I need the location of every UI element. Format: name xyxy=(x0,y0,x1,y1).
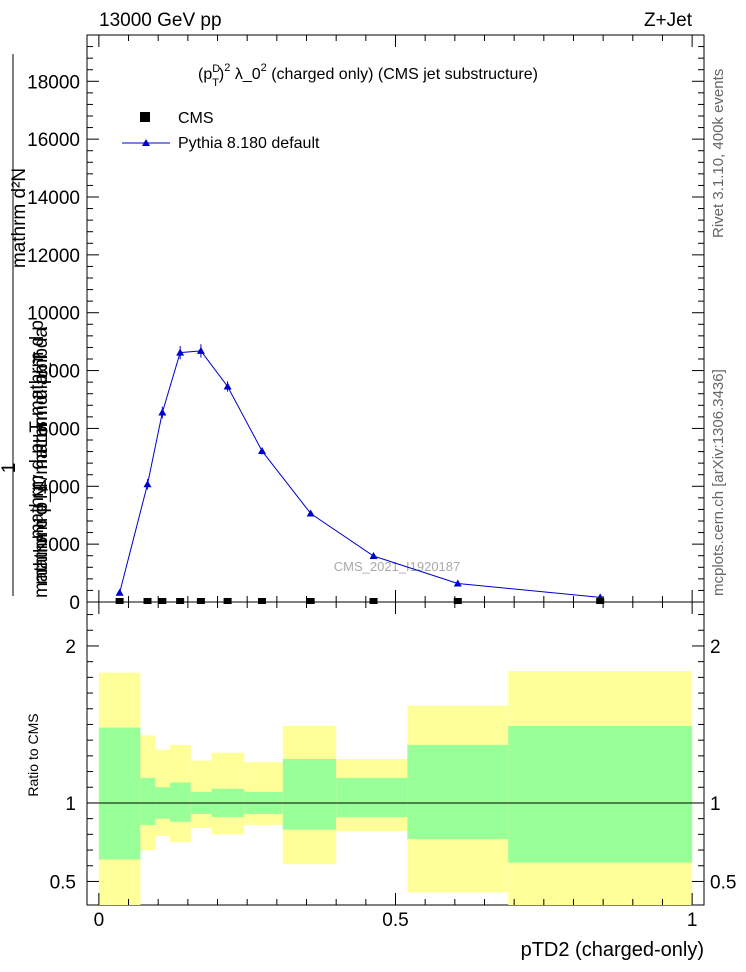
main-y-tick-label: 12000 xyxy=(27,246,80,267)
ylabel-one: 1 xyxy=(0,463,20,474)
ratio-inner-band xyxy=(336,777,408,818)
ratio-y-tick-label: 2 xyxy=(65,637,76,658)
ylabel-numerator-sub: mathrm d p_T mathrm d lambda xyxy=(31,327,52,598)
main-y-tick-label: 10000 xyxy=(27,304,80,325)
main-y-tick-label: 18000 xyxy=(27,72,80,93)
main-y-axis-label: mathrm d p_T mathrm d lambda mathrm d p_… xyxy=(0,54,52,598)
ratio-y-axis-label: Ratio to CMS xyxy=(25,713,41,796)
legend-mc-label: Pythia 8.180 default xyxy=(178,135,320,152)
energy-label: 13000 GeV pp xyxy=(99,10,222,31)
rivet-label: Rivet 3.1.10, 400k events xyxy=(710,69,727,238)
main-y-tick-label: 6000 xyxy=(38,419,80,440)
main-y-tick-label: 4000 xyxy=(38,477,80,498)
ratio-inner-band xyxy=(282,758,337,830)
ratio-ticks: 0.5 0.5 1 1 2 2 0 0.5 1 xyxy=(50,602,736,931)
ratio-inner-band xyxy=(407,744,509,840)
mc-point xyxy=(453,579,462,587)
mc-point xyxy=(306,509,315,517)
ratio-y-tick-label-right: 0.5 xyxy=(710,872,736,893)
mc-point xyxy=(258,446,267,454)
x-tick-label: 0 xyxy=(94,910,105,931)
ratio-y-tick-label: 1 xyxy=(65,794,76,815)
main-y-tick-label: 14000 xyxy=(27,188,80,209)
mc-point xyxy=(223,382,232,390)
ratio-inner-band xyxy=(508,726,693,863)
ratio-inner-band xyxy=(98,727,141,860)
legend-cms-marker xyxy=(140,112,150,122)
main-y-tick-label: 0 xyxy=(69,593,80,614)
ylabel-numerator: mathrm d²N xyxy=(9,168,30,268)
main-y-tick-label: 2000 xyxy=(38,535,80,556)
mc-point xyxy=(176,348,185,356)
main-y-tick-label: 16000 xyxy=(27,130,80,151)
ratio-y-tick-label: 0.5 xyxy=(50,872,76,893)
mc-point xyxy=(158,408,167,416)
cms-point xyxy=(176,598,185,604)
mc-point xyxy=(196,346,205,354)
ylabel-denominator-sub: mathrm d p_T mathrm d p xyxy=(27,320,48,539)
ratio-inner-band xyxy=(140,777,156,825)
mc-point xyxy=(143,480,152,488)
ratio-y-tick-label-right: 1 xyxy=(710,794,721,815)
legend-cms-label: CMS xyxy=(178,110,214,127)
main-series xyxy=(115,344,605,604)
cms-point xyxy=(115,598,124,604)
main-y-tick-label: 8000 xyxy=(38,362,80,383)
cms-point xyxy=(158,598,167,604)
x-tick-label: 1 xyxy=(687,910,698,931)
plot-title: (pD T)2 λ_02 (charged only) (CMS jet subs… xyxy=(198,62,538,89)
main-y-ticks: 0 2000 4000 6000 8000 10000 12000 14000 16000 180… xyxy=(27,34,704,614)
cms-point xyxy=(369,598,378,604)
legend-mc-marker xyxy=(142,139,150,146)
mc-point xyxy=(115,588,124,596)
ratio-y-tick-label-right: 2 xyxy=(710,637,721,658)
cms-point xyxy=(143,598,152,604)
cms-point xyxy=(196,598,205,604)
mc-point xyxy=(369,552,378,560)
x-axis-label: pTD2 (charged-only) xyxy=(521,939,704,961)
ratio-bands xyxy=(98,671,693,905)
process-label: Z+Jet xyxy=(644,10,693,31)
cms-point xyxy=(223,598,232,604)
analysis-watermark: CMS_2021_I1920187 xyxy=(334,559,461,574)
x-tick-label: 0.5 xyxy=(382,910,408,931)
cms-point xyxy=(596,598,605,604)
mcplots-label: mcplots.cern.ch [arXiv:1306.3436] xyxy=(710,369,727,596)
ratio-inner-band xyxy=(170,782,191,822)
cms-point xyxy=(453,598,462,604)
cms-point xyxy=(306,598,315,604)
ylabel-denominator: mathrm d N / mathrm d p_T xyxy=(31,351,52,585)
cms-point xyxy=(258,598,267,604)
